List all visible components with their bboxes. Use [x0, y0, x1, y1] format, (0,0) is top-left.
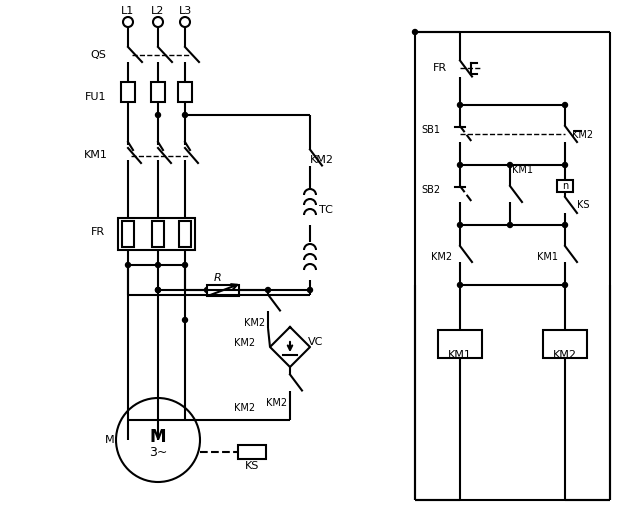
Bar	[179, 221, 191, 247]
Circle shape	[125, 417, 131, 423]
Circle shape	[205, 288, 209, 292]
Text: R: R	[214, 273, 222, 283]
Text: SB2: SB2	[421, 185, 440, 195]
Circle shape	[180, 17, 190, 27]
Text: M: M	[150, 428, 166, 446]
Bar	[118, 218, 195, 250]
Circle shape	[563, 163, 568, 167]
Circle shape	[123, 17, 133, 27]
Circle shape	[266, 288, 271, 292]
Text: KM2: KM2	[431, 252, 452, 262]
Bar	[121, 82, 135, 102]
Bar	[178, 82, 192, 102]
Circle shape	[458, 163, 463, 167]
Circle shape	[125, 263, 131, 267]
Bar	[557, 180, 573, 192]
Text: FR: FR	[91, 227, 105, 237]
Bar	[207, 285, 239, 296]
Text: KM1: KM1	[84, 150, 108, 160]
Text: L3: L3	[179, 6, 191, 16]
Circle shape	[156, 288, 161, 292]
Text: M: M	[105, 435, 115, 445]
Text: KM2: KM2	[310, 155, 334, 165]
Text: KM2: KM2	[266, 398, 287, 408]
Circle shape	[413, 30, 417, 34]
Circle shape	[182, 113, 188, 118]
Text: KM1: KM1	[512, 165, 533, 175]
Circle shape	[156, 263, 161, 267]
Text: KM2: KM2	[234, 338, 255, 348]
Text: KM2: KM2	[553, 350, 577, 360]
Text: L2: L2	[151, 6, 164, 16]
Circle shape	[156, 288, 161, 292]
Text: L1: L1	[122, 6, 134, 16]
Text: KM2: KM2	[244, 318, 266, 328]
Text: VC: VC	[308, 337, 324, 347]
Bar	[152, 221, 164, 247]
Circle shape	[182, 317, 188, 322]
Circle shape	[156, 113, 161, 118]
Circle shape	[458, 282, 463, 288]
Bar	[122, 221, 134, 247]
Circle shape	[307, 288, 312, 292]
Text: KM2: KM2	[572, 130, 593, 140]
Circle shape	[153, 17, 163, 27]
Bar	[438, 330, 482, 358]
Circle shape	[182, 263, 188, 267]
Text: 3~: 3~	[149, 445, 167, 458]
Circle shape	[458, 222, 463, 228]
Text: KM1: KM1	[448, 350, 472, 360]
Text: FR: FR	[433, 63, 447, 73]
Circle shape	[508, 163, 513, 167]
Bar	[151, 82, 165, 102]
Text: FU1: FU1	[85, 92, 107, 102]
Text: TC: TC	[319, 205, 333, 215]
Text: KM1: KM1	[536, 252, 557, 262]
Circle shape	[458, 103, 463, 107]
Circle shape	[563, 282, 568, 288]
Circle shape	[563, 222, 568, 228]
Text: n: n	[562, 181, 568, 191]
Bar	[543, 330, 587, 358]
Text: KS: KS	[577, 200, 589, 210]
Text: KM2: KM2	[234, 403, 255, 413]
Circle shape	[116, 398, 200, 482]
Text: SB1: SB1	[421, 125, 440, 135]
Circle shape	[508, 222, 513, 228]
Circle shape	[563, 103, 568, 107]
Text: QS: QS	[90, 50, 106, 60]
Text: KS: KS	[245, 461, 259, 471]
Bar	[238, 445, 266, 459]
